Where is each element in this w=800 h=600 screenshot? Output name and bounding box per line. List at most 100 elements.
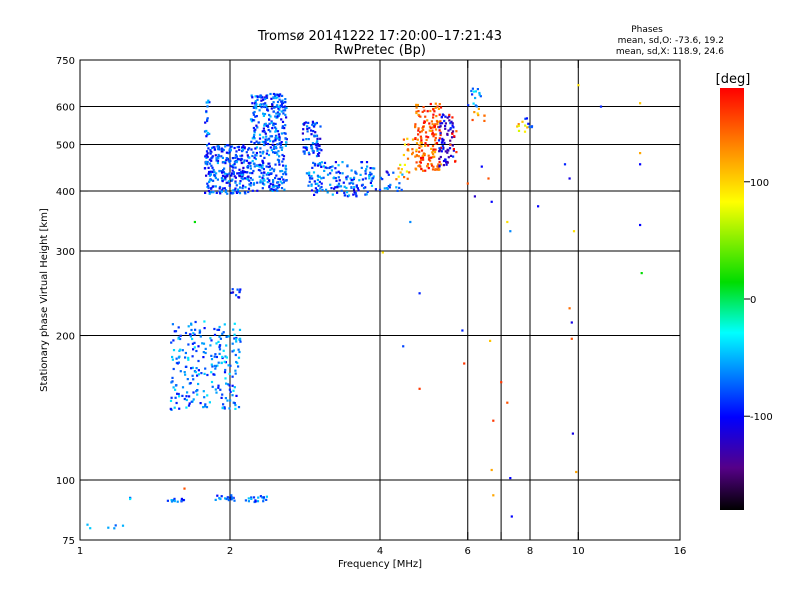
data-point	[247, 500, 250, 503]
colorbar-ticks: 100 0 -100	[744, 178, 773, 423]
data-point	[313, 134, 316, 137]
data-point	[452, 148, 455, 151]
data-point	[180, 497, 183, 500]
data-point	[431, 126, 434, 129]
data-point	[370, 184, 374, 187]
data-point	[258, 141, 261, 144]
data-point	[265, 165, 268, 168]
data-point	[439, 132, 442, 135]
data-point	[315, 155, 319, 158]
data-point	[210, 191, 213, 194]
data-point	[274, 176, 277, 180]
data-point	[334, 177, 337, 180]
data-point	[211, 155, 214, 158]
data-point	[229, 159, 232, 162]
data-point	[342, 181, 345, 184]
data-point	[526, 126, 529, 129]
data-point	[431, 168, 435, 171]
data-point	[177, 392, 180, 396]
data-point	[419, 135, 422, 138]
data-point	[236, 190, 240, 193]
data-point	[195, 367, 198, 370]
data-point	[171, 323, 174, 326]
data-point	[314, 182, 317, 185]
data-point	[415, 161, 418, 164]
data-point	[121, 524, 125, 527]
data-point	[312, 121, 315, 125]
data-point	[276, 104, 279, 107]
data-point	[366, 190, 369, 193]
data-point	[270, 167, 273, 170]
data-point	[365, 193, 368, 196]
data-point	[188, 333, 192, 336]
data-point	[183, 397, 186, 401]
data-point	[205, 110, 208, 113]
data-point	[284, 113, 287, 116]
data-point	[365, 168, 368, 171]
data-point	[308, 153, 311, 156]
data-point	[424, 115, 427, 118]
data-point	[400, 168, 403, 171]
data-point	[249, 182, 253, 185]
data-point	[227, 181, 230, 184]
data-point	[220, 361, 223, 364]
data-point	[224, 189, 228, 192]
data-point	[263, 183, 266, 186]
data-point	[281, 106, 284, 109]
data-point	[309, 177, 312, 180]
data-point	[311, 142, 314, 145]
data-point	[239, 180, 242, 183]
data-point	[517, 124, 520, 127]
data-point	[480, 165, 483, 168]
data-point	[262, 114, 265, 117]
data-point	[266, 177, 269, 180]
data-point	[537, 205, 540, 208]
data-point	[472, 102, 475, 105]
data-point	[213, 327, 216, 331]
data-point	[323, 169, 326, 172]
data-point	[338, 179, 341, 182]
y-tick-label: 600	[56, 103, 75, 114]
data-point	[225, 335, 228, 338]
data-point	[208, 192, 211, 195]
data-point	[206, 101, 209, 104]
data-point	[216, 161, 219, 165]
data-point	[245, 151, 248, 154]
y-axis-label: Stationary phase Virtual Height [km]	[39, 208, 50, 392]
data-point	[210, 371, 213, 374]
data-point	[446, 132, 449, 135]
data-point	[330, 169, 333, 172]
data-point	[227, 159, 230, 162]
data-point	[252, 135, 255, 138]
data-point	[241, 169, 244, 172]
data-point	[214, 498, 217, 501]
data-point	[234, 181, 237, 184]
data-point	[230, 192, 233, 195]
data-point	[256, 98, 259, 101]
data-point	[281, 100, 284, 103]
data-point	[379, 176, 383, 179]
data-point	[311, 166, 314, 169]
data-point	[234, 156, 237, 159]
data-point	[264, 102, 267, 105]
data-point	[411, 151, 414, 154]
data-point	[259, 154, 262, 157]
data-point	[444, 124, 447, 128]
data-point	[261, 182, 265, 185]
data-point	[184, 356, 187, 359]
data-point	[188, 402, 191, 405]
data-point	[253, 165, 256, 168]
data-point	[204, 367, 207, 370]
data-point	[217, 157, 220, 160]
data-point	[205, 135, 208, 138]
data-point	[320, 182, 323, 185]
data-point	[424, 131, 428, 134]
data-point	[264, 105, 267, 109]
data-point	[179, 334, 182, 337]
data-point	[210, 354, 213, 357]
data-point	[223, 175, 226, 178]
data-point	[416, 103, 419, 107]
data-point	[252, 162, 255, 165]
data-point	[282, 158, 285, 161]
data-point	[312, 130, 315, 133]
